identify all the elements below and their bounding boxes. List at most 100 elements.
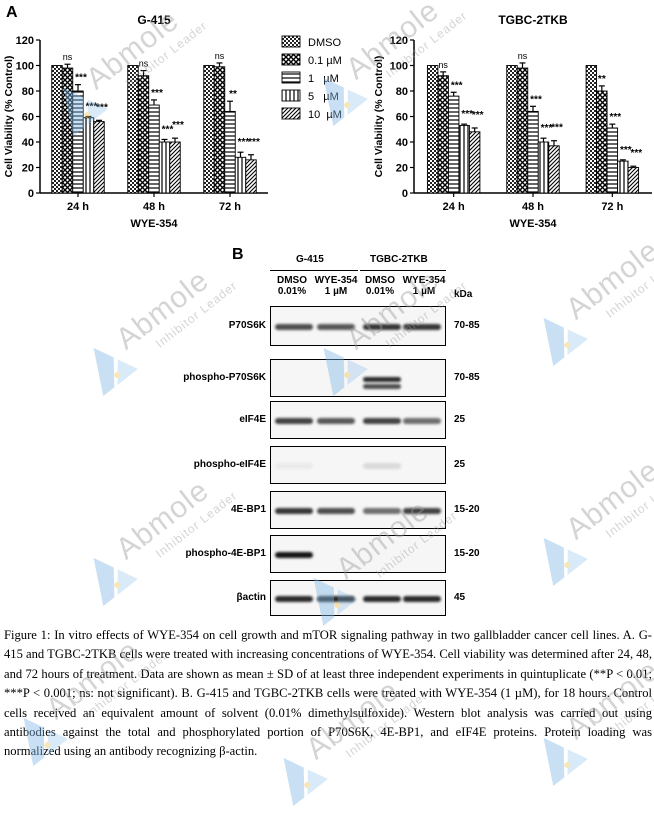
blot-band [363, 463, 401, 469]
bar [213, 66, 226, 194]
chart-title: TGBC-2TKB [498, 13, 568, 27]
significance-label: *** [609, 112, 621, 123]
blot-strip [270, 401, 446, 439]
bar [93, 121, 105, 194]
blot-row-kda: 70-85 [454, 372, 480, 383]
x-axis-label: WYE-354 [130, 218, 178, 230]
x-tick-label: 48 h [143, 201, 165, 213]
significance-label: ** [229, 89, 237, 100]
y-tick-label: 20 [22, 163, 34, 175]
y-tick-label: 120 [390, 35, 408, 47]
bar [234, 156, 247, 194]
blot-strip [270, 446, 446, 484]
significance-label: *** [248, 137, 260, 148]
treatment-4: WYE-354 1 µM [398, 275, 450, 297]
treatment-3-dose: 0.01% [365, 286, 395, 297]
blot-strip [270, 580, 446, 616]
blot-band [403, 418, 441, 424]
panel-b-label: B [232, 246, 244, 263]
legend-label: 10 µM [308, 109, 342, 121]
x-tick-label: 24 h [443, 201, 465, 213]
bar [537, 141, 550, 194]
chart-title: G-415 [137, 13, 171, 27]
y-tick-label: 60 [396, 112, 408, 124]
bar [82, 117, 95, 194]
bar [245, 159, 257, 194]
y-tick-label: 20 [396, 163, 408, 175]
y-tick-label: 0 [402, 188, 408, 200]
treatment-2-name: WYE-354 [314, 275, 358, 286]
blot-band [317, 596, 355, 602]
significance-label: ns [139, 59, 149, 69]
bar [606, 127, 619, 194]
blot-row-label: βactin [236, 592, 266, 603]
western-blot-panel: G-415 TGBC-2TKB DMSO 0.01% WYE-354 1 µM … [0, 246, 654, 616]
y-tick-label: 80 [396, 86, 408, 98]
legend-label: 1 µM [308, 73, 339, 85]
blot-band [403, 324, 441, 330]
bar [585, 65, 598, 194]
kda-header: kDa [454, 289, 473, 300]
bar [627, 167, 640, 194]
treatment-1-name: DMSO [277, 275, 307, 286]
bar [447, 95, 460, 194]
bar [426, 65, 439, 194]
treatment-3: DMSO 0.01% [358, 275, 402, 297]
significance-label: *** [530, 94, 542, 105]
y-tick-label: 60 [22, 112, 34, 124]
blot-row-kda: 45 [454, 592, 466, 603]
treatment-1: DMSO 0.01% [270, 275, 314, 297]
treatment-2-dose: 1 µM [324, 286, 348, 297]
significance-label: ns [215, 51, 225, 61]
legend-label: 0.1 µM [308, 55, 342, 67]
bar [148, 104, 160, 194]
blot-row-label: 4E-BP1 [230, 504, 266, 515]
significance-label: *** [162, 124, 174, 135]
bar [617, 160, 629, 194]
blot-band [363, 508, 401, 514]
blot-band [403, 596, 441, 602]
blot-row-kda: 25 [454, 459, 466, 470]
bar [458, 124, 470, 194]
blot-band [275, 463, 313, 469]
bar [61, 67, 74, 194]
significance-label: *** [172, 120, 184, 131]
y-tick-label: 100 [16, 61, 34, 73]
bar [51, 65, 63, 194]
bar [548, 145, 560, 194]
bar [127, 65, 139, 194]
blot-strip [270, 535, 446, 573]
significance-label: *** [451, 80, 463, 91]
y-axis-label: Cell Viability (% Control) [373, 56, 385, 178]
blot-band [317, 508, 355, 514]
blot-divider-g415 [270, 270, 358, 271]
viability-chart-tgbc2tkb: TGBC-2TKB 0 20 40 60 80 100 120 Cell Viability (… [373, 13, 652, 230]
blot-band [275, 508, 313, 514]
significance-label: *** [472, 110, 484, 121]
significance-label: *** [541, 123, 553, 134]
y-tick-label: 0 [28, 188, 34, 200]
y-axis-label: Cell Viability (% Control) [3, 56, 15, 178]
x-tick-label: 24 h [67, 201, 89, 213]
blot-row-kda: 15-20 [454, 504, 480, 515]
blot-band [363, 418, 401, 424]
treatment-4-name: WYE-354 [402, 275, 446, 286]
blot-band [363, 376, 401, 382]
bar [437, 75, 449, 194]
blot-band [275, 418, 313, 424]
blot-strip [270, 359, 446, 397]
bar [203, 65, 215, 194]
significance-label: *** [461, 109, 473, 120]
blot-divider-tgbc [360, 270, 446, 271]
blot-row-kda: 15-20 [454, 548, 480, 559]
significance-label: *** [551, 123, 563, 134]
figure-caption: Figure 1: In vitro effects of WYE-354 on… [4, 628, 652, 759]
blot-row-label: eIF4E [239, 414, 266, 425]
y-tick-label: 100 [390, 61, 408, 73]
x-axis-label: WYE-354 [509, 218, 557, 230]
bar [72, 90, 84, 194]
legend-swatch [281, 89, 301, 102]
blot-band [403, 508, 441, 514]
treatment-2: WYE-354 1 µM [310, 275, 362, 297]
